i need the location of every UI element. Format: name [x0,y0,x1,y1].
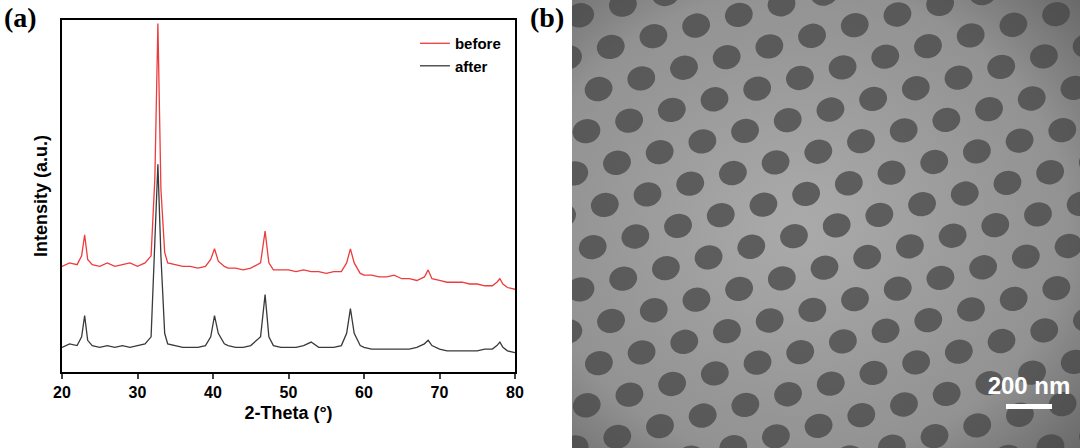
svg-text:40: 40 [204,384,222,401]
html-text:(a): (a) [4,2,37,33]
svg-text:200 nm: 200 nm [988,372,1071,399]
svg-text:30: 30 [129,384,147,401]
svg-text:70: 70 [431,384,449,401]
svg-text:50: 50 [280,384,298,401]
svg-text:2-Theta (°): 2-Theta (°) [244,403,332,423]
html-text:(b): (b) [530,2,565,33]
svg-text:60: 60 [355,384,373,401]
svg-text:before: before [455,35,501,52]
svg-text:Intensity (a.u.): Intensity (a.u.) [31,135,51,257]
svg-text:20: 20 [53,384,71,401]
svg-text:80: 80 [506,384,524,401]
svg-text:after: after [455,58,488,75]
